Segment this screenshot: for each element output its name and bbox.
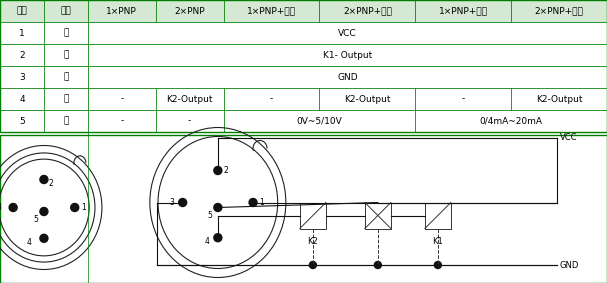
Text: 4: 4 xyxy=(19,95,25,104)
Text: -: - xyxy=(120,117,123,125)
Bar xyxy=(0,22,44,44)
Text: 蓝: 蓝 xyxy=(63,95,69,104)
Bar xyxy=(0,135,607,283)
Bar xyxy=(511,88,607,110)
Bar xyxy=(319,0,415,22)
Bar xyxy=(223,110,415,132)
Bar xyxy=(156,88,223,110)
Text: 线色: 线色 xyxy=(61,7,71,16)
Text: -: - xyxy=(270,95,273,104)
Text: GND: GND xyxy=(337,72,358,82)
Text: 5: 5 xyxy=(33,215,38,224)
Text: 1: 1 xyxy=(259,198,264,207)
Text: VCC: VCC xyxy=(560,134,577,143)
Text: 红: 红 xyxy=(63,29,69,38)
Text: 黑: 黑 xyxy=(63,72,69,82)
Circle shape xyxy=(214,234,222,242)
Bar xyxy=(300,203,326,228)
Text: 4: 4 xyxy=(27,238,32,247)
Bar xyxy=(88,110,156,132)
Text: 1×PNP: 1×PNP xyxy=(106,7,137,16)
Bar xyxy=(88,44,607,66)
Text: 0/4mA~20mA: 0/4mA~20mA xyxy=(480,117,543,125)
Bar xyxy=(44,110,88,132)
Text: 5: 5 xyxy=(207,211,212,220)
Bar xyxy=(415,110,607,132)
Bar xyxy=(0,0,44,22)
Text: 3: 3 xyxy=(19,72,25,82)
Bar xyxy=(425,203,451,228)
Text: K2-Output: K2-Output xyxy=(344,95,391,104)
Bar xyxy=(88,66,607,88)
Bar xyxy=(223,0,319,22)
Text: 黄: 黄 xyxy=(63,50,69,59)
Bar xyxy=(88,88,156,110)
Text: 1: 1 xyxy=(19,29,25,38)
Text: GND: GND xyxy=(560,260,579,269)
Text: -: - xyxy=(461,95,465,104)
Circle shape xyxy=(214,203,222,211)
Text: 绿: 绿 xyxy=(63,117,69,125)
Text: 1×PNP+电压: 1×PNP+电压 xyxy=(247,7,296,16)
Bar xyxy=(88,22,607,44)
Bar xyxy=(415,88,511,110)
Text: 2: 2 xyxy=(224,166,229,175)
Bar xyxy=(0,88,44,110)
Text: 3: 3 xyxy=(0,203,1,212)
Text: 2×PNP+电压: 2×PNP+电压 xyxy=(343,7,392,16)
Text: 1×PNP+电流: 1×PNP+电流 xyxy=(439,7,488,16)
Text: K2-Output: K2-Output xyxy=(166,95,213,104)
Circle shape xyxy=(40,175,48,183)
Bar xyxy=(0,44,44,66)
Bar xyxy=(511,0,607,22)
Text: 2: 2 xyxy=(49,179,53,188)
Bar xyxy=(44,22,88,44)
Circle shape xyxy=(375,261,381,269)
Text: K1- Output: K1- Output xyxy=(323,50,372,59)
Circle shape xyxy=(40,234,48,242)
Bar xyxy=(156,0,223,22)
Bar xyxy=(415,0,511,22)
Text: K1: K1 xyxy=(432,237,443,245)
Circle shape xyxy=(71,203,79,211)
Bar xyxy=(365,203,391,228)
Text: -: - xyxy=(120,95,123,104)
Bar xyxy=(0,66,44,88)
Text: 线号: 线号 xyxy=(16,7,27,16)
Text: 3: 3 xyxy=(170,198,175,207)
Text: K2-Output: K2-Output xyxy=(536,95,582,104)
Bar xyxy=(44,0,88,22)
Circle shape xyxy=(435,261,441,269)
Bar xyxy=(319,88,415,110)
Text: 4: 4 xyxy=(205,237,210,246)
Circle shape xyxy=(249,198,257,207)
Bar xyxy=(44,88,88,110)
Text: 5: 5 xyxy=(19,117,25,125)
Text: K2: K2 xyxy=(308,237,318,245)
Bar xyxy=(88,0,156,22)
Text: 1: 1 xyxy=(81,203,86,212)
Circle shape xyxy=(310,261,316,269)
Text: -: - xyxy=(188,117,191,125)
Circle shape xyxy=(178,198,187,207)
Bar xyxy=(223,88,319,110)
Bar xyxy=(44,44,88,66)
Text: 2×PNP+电流: 2×PNP+电流 xyxy=(535,7,583,16)
Circle shape xyxy=(9,203,17,211)
Bar xyxy=(44,66,88,88)
Text: 2×PNP: 2×PNP xyxy=(174,7,205,16)
Circle shape xyxy=(214,166,222,175)
Bar xyxy=(156,110,223,132)
Bar xyxy=(0,110,44,132)
Text: VCC: VCC xyxy=(338,29,357,38)
Text: 2: 2 xyxy=(19,50,25,59)
Text: 0V~5/10V: 0V~5/10V xyxy=(297,117,342,125)
Circle shape xyxy=(40,207,48,215)
Bar xyxy=(0,0,607,132)
